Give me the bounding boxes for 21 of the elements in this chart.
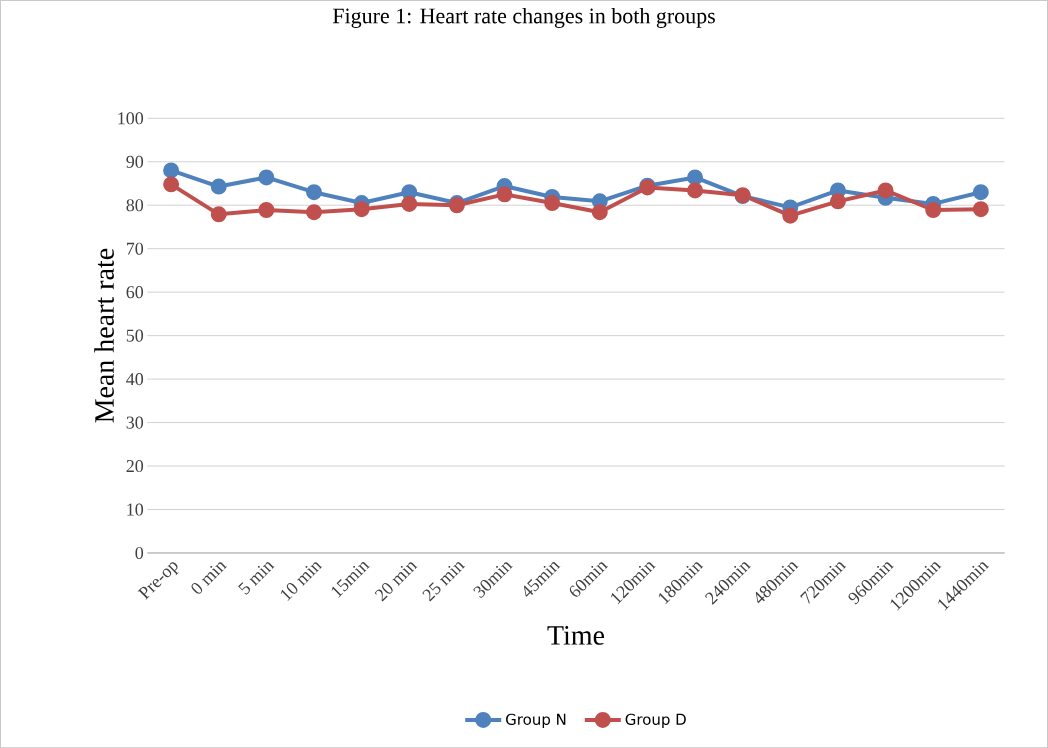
y-tick-label: 60	[126, 286, 144, 299]
y-tick-label: 10	[127, 503, 144, 516]
y-tick-label: 20	[126, 459, 144, 472]
y-tick-label: 0	[135, 546, 144, 559]
chart-title: Figure 1: Heart rate changes in both groups	[332, 7, 715, 28]
y-tick-label: 40	[126, 372, 144, 386]
x-tick-label: 0 min	[191, 562, 227, 594]
x-tick-label: 10 min	[280, 562, 323, 601]
y-tick-label: 30	[126, 416, 144, 429]
x-tick-label: 25 min	[422, 562, 466, 602]
y-tick-label: 50	[126, 329, 144, 342]
y-tick-label: 80	[126, 199, 144, 212]
x-tick-label: 20 min	[374, 562, 418, 602]
y-tick-label: 70	[126, 242, 144, 255]
y-tick-label: 100	[118, 112, 144, 125]
x-tick-label: 5 min	[238, 562, 275, 595]
legend-label: Group D	[625, 713, 686, 728]
y-tick-label: 90	[126, 155, 144, 168]
legend-label: Group N	[506, 713, 566, 728]
y-axis-title: Mean heart rate	[94, 248, 114, 423]
x-axis-title: Time	[547, 625, 605, 645]
